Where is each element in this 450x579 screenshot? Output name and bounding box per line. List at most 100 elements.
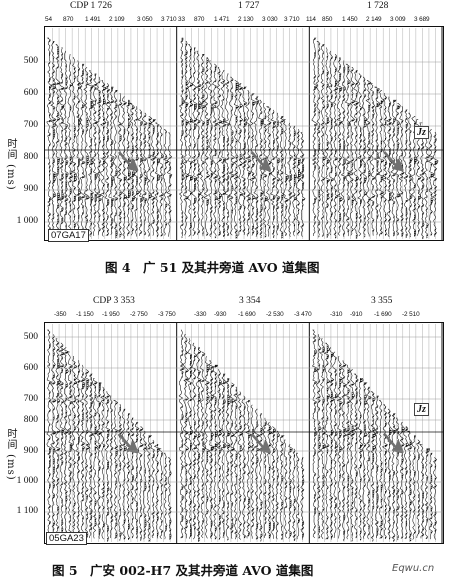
figure-caption: 图 5 广安 002-H7 及其井旁道 AVO 道集图: [52, 563, 314, 578]
trace-fill: [293, 126, 297, 233]
trace-fill: [364, 79, 367, 238]
trace-fill: [107, 85, 110, 237]
seismic-trace: [387, 408, 393, 540]
trace-fill: [289, 448, 293, 537]
seismic-trace: [228, 76, 236, 236]
seismic-trace: [199, 54, 207, 237]
trace-fill: [235, 389, 239, 538]
seismic-trace: [300, 457, 305, 540]
trace-fill: [360, 378, 364, 541]
seismic-trace: [270, 426, 277, 539]
seismic-trace: [178, 37, 186, 237]
trace-fill: [214, 66, 218, 239]
seismic-trace: [385, 96, 393, 237]
trace-fill: [190, 354, 193, 538]
trace-fill: [194, 347, 198, 530]
trace-fill: [372, 393, 376, 542]
trace-fill: [53, 336, 57, 541]
trace-fill: [57, 46, 61, 237]
seismic-trace: [195, 347, 202, 540]
trace-fill: [248, 400, 251, 537]
trace-fill: [73, 362, 77, 527]
seismic-trace: [369, 83, 376, 236]
seismic-trace: [215, 67, 223, 236]
time-tick: 1 100: [16, 506, 38, 516]
seismic-trace: [229, 382, 236, 539]
seismic-trace: [232, 386, 239, 540]
trace-fill: [111, 402, 114, 531]
trace-fill: [389, 102, 392, 222]
seismic-trace: [258, 413, 263, 540]
plot-frame: [44, 26, 444, 241]
trace-fill: [235, 82, 239, 239]
trace-fill: [128, 413, 131, 540]
trace-fill: [422, 458, 425, 537]
seismic-trace: [275, 112, 281, 236]
trace-fill: [198, 65, 202, 234]
seismic-trace: [423, 126, 431, 237]
trace-fill: [86, 73, 90, 224]
seismic-trace: [419, 444, 425, 539]
trace-fill: [430, 453, 433, 534]
trace-fill: [385, 97, 388, 236]
seismic-trace: [166, 132, 173, 237]
panel-title-1: CDP 1 726: [70, 1, 112, 11]
trace-fill: [194, 47, 197, 235]
trace-fill: [434, 459, 437, 532]
seismic-trace: [137, 109, 144, 236]
seismic-trace: [315, 41, 321, 236]
trace-fill: [268, 426, 272, 539]
seismic-trace: [233, 80, 240, 237]
seismic-trace: [270, 109, 277, 237]
seismic-trace: [319, 338, 327, 539]
trace-fill: [368, 82, 372, 215]
seismic-trace: [253, 96, 260, 237]
seismic-trace: [344, 63, 351, 237]
horizon-marker-label: Jz: [414, 403, 429, 416]
trace-fill: [252, 93, 256, 234]
trace-fill: [426, 136, 430, 239]
seismic-trace: [374, 395, 379, 539]
seismic-trace: [291, 125, 298, 237]
seismic-trace: [149, 439, 155, 539]
seismic-trace: [54, 338, 61, 539]
seismic-trace: [187, 338, 194, 539]
line-id-label: 05GA23: [46, 532, 87, 545]
trace-fill: [206, 57, 210, 236]
seismic-trace: [395, 417, 401, 539]
seismic-trace: [323, 342, 331, 540]
trace-fill: [73, 67, 77, 236]
trace-fill: [82, 64, 86, 239]
watermark: Eqwu.cn: [392, 563, 435, 574]
seismic-trace: [67, 351, 74, 539]
seismic-trace: [241, 395, 246, 539]
trace-fill: [302, 140, 306, 228]
trace-fill: [157, 444, 160, 537]
seismic-trace: [296, 452, 300, 540]
trace-fill: [115, 90, 118, 239]
horizon-marker-label: Jz: [414, 126, 429, 139]
seismic-trace: [249, 93, 256, 236]
y-axis-label: 时间 (ms): [5, 428, 16, 481]
seismic-trace: [219, 70, 227, 237]
seismic-trace: [241, 86, 248, 236]
trace-fill: [281, 116, 284, 239]
seismic-trace: [150, 119, 157, 236]
trace-fill: [185, 340, 189, 529]
trace-fill: [393, 413, 397, 542]
seismic-trace: [46, 329, 53, 539]
seismic-trace: [182, 334, 190, 539]
trace-fill: [140, 111, 144, 235]
trace-fill: [57, 342, 61, 542]
seismic-trace: [370, 391, 377, 540]
trace-fill: [198, 347, 202, 542]
seismic-trace: [262, 417, 268, 539]
seismic-trace: [112, 90, 119, 237]
time-tick: 600: [23, 88, 38, 98]
seismic-trace: [141, 112, 148, 236]
trace-fill: [210, 366, 214, 538]
trace-fill: [239, 393, 243, 532]
trace-fill: [185, 43, 189, 220]
seismic-trace: [348, 369, 356, 540]
seismic-trace: [328, 50, 335, 236]
